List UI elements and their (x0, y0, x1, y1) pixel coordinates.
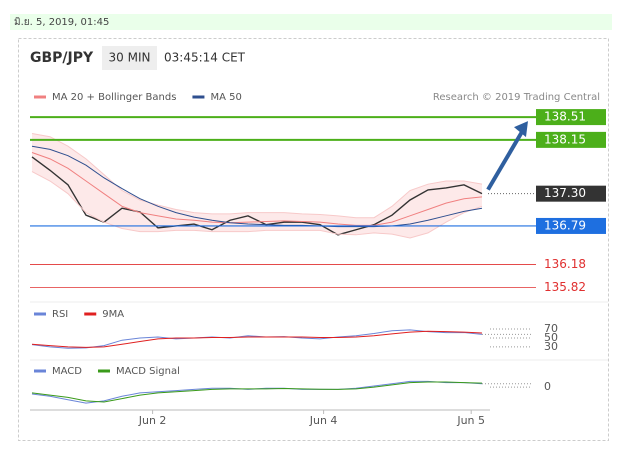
series-line (31, 156, 483, 236)
series-line (31, 330, 483, 348)
legend-label: MACD Signal (116, 366, 180, 377)
band-fill (32, 133, 482, 238)
legend-label: MACD (52, 366, 82, 377)
arrow-head (514, 121, 528, 138)
series-line (31, 329, 483, 349)
legend-label: MA 50 (210, 92, 241, 103)
x-tick-label: Jun 2 (138, 414, 167, 427)
x-tick-label: Jun 5 (456, 414, 485, 427)
level-box (536, 185, 606, 202)
legend-swatch (34, 369, 46, 373)
level-label: 138.51 (544, 110, 586, 124)
credit: Research © 2019 Trading Central (433, 92, 600, 103)
y-tick-label: 70 (544, 322, 558, 335)
pair: GBP/JPY (30, 50, 94, 66)
legend-label: MA 20 + Bollinger Bands (52, 92, 176, 103)
x-tick-label: Jun 4 (309, 414, 338, 427)
date: มิ.ย. 5, 2019, 01:45 (14, 17, 109, 28)
series-line (31, 381, 483, 403)
series-line (31, 380, 483, 404)
level-label: 137.30 (544, 186, 586, 200)
legend-swatch (34, 95, 46, 99)
legend-swatch (84, 312, 97, 316)
level-label: 135.82 (544, 280, 586, 294)
series-line (31, 152, 483, 226)
legend-swatch (97, 369, 110, 373)
forecast-arrow (486, 129, 525, 191)
date-bar (10, 14, 612, 30)
y-tick-label: 0 (544, 380, 551, 393)
legend-label: 9MA (102, 309, 124, 320)
level-label: 136.18 (544, 257, 586, 271)
series-line (31, 133, 483, 219)
level-box (536, 131, 606, 148)
timeframe-box (102, 46, 157, 70)
legend-label: RSI (52, 309, 68, 320)
y-tick-label: 50 (544, 331, 558, 344)
level-label: 138.15 (544, 132, 586, 146)
legend-swatch (34, 312, 46, 316)
panel (18, 38, 609, 441)
timeframe: 30 MIN (109, 51, 151, 65)
legend-swatch (192, 95, 205, 99)
level-box (536, 217, 606, 234)
level-label: 136.79 (544, 218, 586, 232)
time: 03:45:14 CET (164, 51, 246, 65)
series-line (31, 171, 483, 239)
series-line (31, 145, 483, 228)
level-box (536, 109, 606, 126)
y-tick-label: 30 (544, 340, 558, 353)
